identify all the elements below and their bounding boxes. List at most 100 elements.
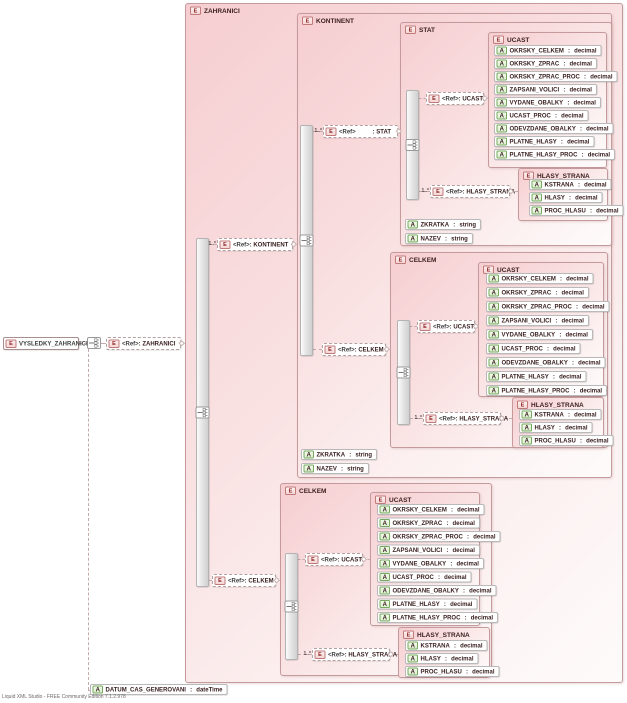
attr-type: decimal <box>561 289 584 296</box>
attr-okrsky-zprac-celkem-ucast[interactable]: A OKRSKY_ZPRAC : decimal <box>377 517 480 529</box>
attribute-icon: A <box>488 330 499 339</box>
ref-ucast-celkem[interactable]: E <Ref>: UCAST <box>305 553 367 566</box>
ref-hlasy-strana-celkem[interactable]: E <Ref>: HLASY_STRANA <box>312 648 397 661</box>
sequence-icon[interactable] <box>195 406 210 419</box>
sequence-icon[interactable] <box>87 337 101 349</box>
attr-separator: : <box>545 345 551 352</box>
attr-name: PROC_HLASU <box>534 437 576 444</box>
attr-kstrana-celkem-kontinent-hlasy[interactable]: A KSTRANA : decimal <box>519 409 602 420</box>
attr-odevzdane-obalky-celkem-ucast[interactable]: A ODEVZDANE_OBALKY : decimal <box>377 585 497 596</box>
sequence-icon[interactable] <box>396 366 411 379</box>
element-icon: E <box>214 576 226 585</box>
attr-okrsky-celkem-celkem-ucast[interactable]: A OKRSKY_CELKEM : decimal <box>377 504 485 515</box>
element-icon: E <box>219 240 231 249</box>
attr-nazev-stat[interactable]: A NAZEV : string <box>405 233 473 244</box>
attr-platne-hlasy-proc-stat-ucast[interactable]: A PLATNE_HLASY_PROC : decimal <box>494 149 616 160</box>
attr-proc-hlasu-celkem-hlasy[interactable]: A PROC_HLASU : decimal <box>405 666 500 677</box>
attr-proc-hlasu-stat-hlasy[interactable]: A PROC_HLASU : decimal <box>529 205 624 216</box>
attr-platne-hlasy-celkem-kontinent-ucast[interactable]: A PLATNE_HLASY : decimal <box>486 371 587 382</box>
attribute-icon: A <box>488 386 499 395</box>
attr-type: decimal <box>456 560 479 567</box>
ref-ucast-celkem-kontinent[interactable]: E <Ref>: UCAST <box>417 320 479 333</box>
ref-celkem-kontinent[interactable]: E <Ref>: CELKEM <box>322 343 390 356</box>
attr-zkratka-kontinent[interactable]: A ZKRATKA : string <box>301 449 378 460</box>
attr-ucast-proc-celkem-ucast[interactable]: A UCAST_PROC : decimal <box>377 571 472 583</box>
sequence-icon[interactable] <box>405 139 420 151</box>
attr-vydane-obalky-celkem-ucast[interactable]: A VYDANE_OBALKY : decimal <box>377 558 484 569</box>
attr-zapsani-volici-celkem-kontinent-ucast[interactable]: A ZAPSANI_VOLICI : decimal <box>486 315 589 326</box>
attr-name: PROC_HLASU <box>420 668 462 675</box>
attr-vydane-obalky-stat-ucast[interactable]: A VYDANE_OBALKY : decimal <box>494 97 601 108</box>
ref-hlasy-strana-celkem-kontinent[interactable]: E <Ref>: HLASY_STRANA <box>423 412 508 425</box>
attr-type: decimal <box>460 642 483 649</box>
attr-separator: : <box>464 668 470 675</box>
attr-hlasy-celkem-hlasy[interactable]: A HLASY : decimal <box>405 653 479 664</box>
ref-zahranici[interactable]: E <Ref>: ZAHRANICI <box>106 337 185 350</box>
attr-okrsky-zprac-proc-stat-ucast[interactable]: A OKRSKY_ZPRAC_PROC : decimal <box>494 71 618 82</box>
attr-name: PROC_HLASU <box>544 207 586 214</box>
attr-odevzdane-obalky-stat-ucast[interactable]: A ODEVZDANE_OBALKY : decimal <box>494 123 614 134</box>
attr-separator: : <box>449 506 455 513</box>
attr-okrsky-zprac-stat-ucast[interactable]: A OKRSKY_ZPRAC : decimal <box>494 58 597 69</box>
container-title-ucast-celkem-kontinent: UCAST <box>497 266 520 274</box>
attr-platne-hlasy-stat-ucast[interactable]: A PLATNE_HLASY : decimal <box>494 136 595 147</box>
attr-platne-hlasy-celkem-ucast[interactable]: A PLATNE_HLASY : decimal <box>377 598 478 610</box>
element-vysledky-zahranici[interactable]: E VYSLEDKY_ZAHRANICI <box>3 337 88 350</box>
attribute-icon: A <box>488 288 499 297</box>
connector-line <box>101 343 106 344</box>
connector-line <box>79 343 87 344</box>
element-icon: E <box>285 486 296 495</box>
connector-line <box>410 418 423 419</box>
attr-separator: : <box>462 614 469 621</box>
attr-ucast-proc-celkem-kontinent-ucast[interactable]: A UCAST_PROC : decimal <box>486 343 581 354</box>
attr-separator: : <box>443 235 449 242</box>
attr-datum-cas-generovani-root[interactable]: A DATUM_CAS_GENEROVANI : dateTime <box>90 684 228 695</box>
attr-hlasy-stat-hlasy[interactable]: A HLASY : decimal <box>529 192 603 203</box>
ref-stat[interactable]: E <Ref>: STAT <box>323 125 402 138</box>
ref-ucast-stat[interactable]: E <Ref>: UCAST <box>426 92 488 105</box>
attr-ucast-proc-stat-ucast[interactable]: A UCAST_PROC : decimal <box>494 110 589 121</box>
attr-zapsani-volici-celkem-ucast[interactable]: A ZAPSANI_VOLICI : decimal <box>377 544 480 556</box>
attr-platne-hlasy-proc-celkem-kontinent-ucast[interactable]: A PLATNE_HLASY_PROC : decimal <box>486 385 608 396</box>
container-header-zahranici: E ZAHRANICI <box>190 6 240 15</box>
ref-hlasy-strana-stat[interactable]: E <Ref>: HLASY_STRANA <box>430 185 515 198</box>
attribute-icon: A <box>92 685 103 694</box>
attr-okrsky-zprac-proc-celkem-ucast[interactable]: A OKRSKY_ZPRAC_PROC : decimal <box>377 531 501 542</box>
container-header-kontinent: E KONTINENT <box>302 16 354 25</box>
sequence-icon[interactable] <box>284 600 299 613</box>
attr-kstrana-stat-hlasy[interactable]: A KSTRANA : decimal <box>529 179 612 190</box>
attr-kstrana-celkem-hlasy[interactable]: A KSTRANA : decimal <box>405 640 488 651</box>
attr-okrsky-celkem-stat-ucast[interactable]: A OKRSKY_CELKEM : decimal <box>494 45 602 56</box>
attribute-icon: A <box>407 667 418 676</box>
occurrence-label: 1..* <box>314 128 322 134</box>
attr-zkratka-stat[interactable]: A ZKRATKA : string <box>405 219 482 230</box>
attr-okrsky-zprac-proc-celkem-kontinent-ucast[interactable]: A OKRSKY_ZPRAC_PROC : decimal <box>486 301 610 312</box>
connector-line <box>313 349 322 350</box>
attr-name: OKRSKY_ZPRAC_PROC <box>392 533 463 540</box>
sequence-icon[interactable] <box>299 234 314 247</box>
attr-proc-hlasu-celkem-kontinent-hlasy[interactable]: A PROC_HLASU : decimal <box>519 435 614 446</box>
attr-type: dateTime <box>196 686 223 693</box>
attr-type: decimal <box>574 47 597 54</box>
ref-label: <Ref> <box>122 340 139 347</box>
attr-odevzdane-obalky-celkem-kontinent-ucast[interactable]: A ODEVZDANE_OBALKY : decimal <box>486 357 606 368</box>
attr-nazev-kontinent[interactable]: A NAZEV : string <box>301 463 369 474</box>
expander-icon[interactable] <box>178 340 185 347</box>
attr-okrsky-zprac-celkem-kontinent-ucast[interactable]: A OKRSKY_ZPRAC : decimal <box>486 287 589 298</box>
element-icon: E <box>517 400 528 409</box>
attr-name: DATUM_CAS_GENEROVANI <box>105 686 186 693</box>
ref-colon: : <box>354 346 359 353</box>
attr-hlasy-celkem-kontinent-hlasy[interactable]: A HLASY : decimal <box>519 422 593 433</box>
attr-okrsky-celkem-celkem-kontinent-ucast[interactable]: A OKRSKY_CELKEM : decimal <box>486 273 594 284</box>
attr-name: ZAPSANI_VOLICI <box>392 546 443 554</box>
ref-celkem[interactable]: E <Ref>: CELKEM <box>212 574 280 587</box>
attr-zapsani-volici-stat-ucast[interactable]: A ZAPSANI_VOLICI : decimal <box>494 84 597 95</box>
ref-kontinent[interactable]: E <Ref>: KONTINENT <box>217 238 297 251</box>
attr-type: decimal <box>450 600 473 608</box>
attr-name: UCAST_PROC <box>501 345 543 352</box>
attr-type: decimal <box>565 424 588 431</box>
attr-vydane-obalky-celkem-kontinent-ucast[interactable]: A VYDANE_OBALKY : decimal <box>486 329 593 340</box>
attr-platne-hlasy-proc-celkem-ucast[interactable]: A PLATNE_HLASY_PROC : decimal <box>377 612 499 623</box>
connector-line <box>419 98 426 99</box>
attr-type: decimal <box>472 668 495 675</box>
